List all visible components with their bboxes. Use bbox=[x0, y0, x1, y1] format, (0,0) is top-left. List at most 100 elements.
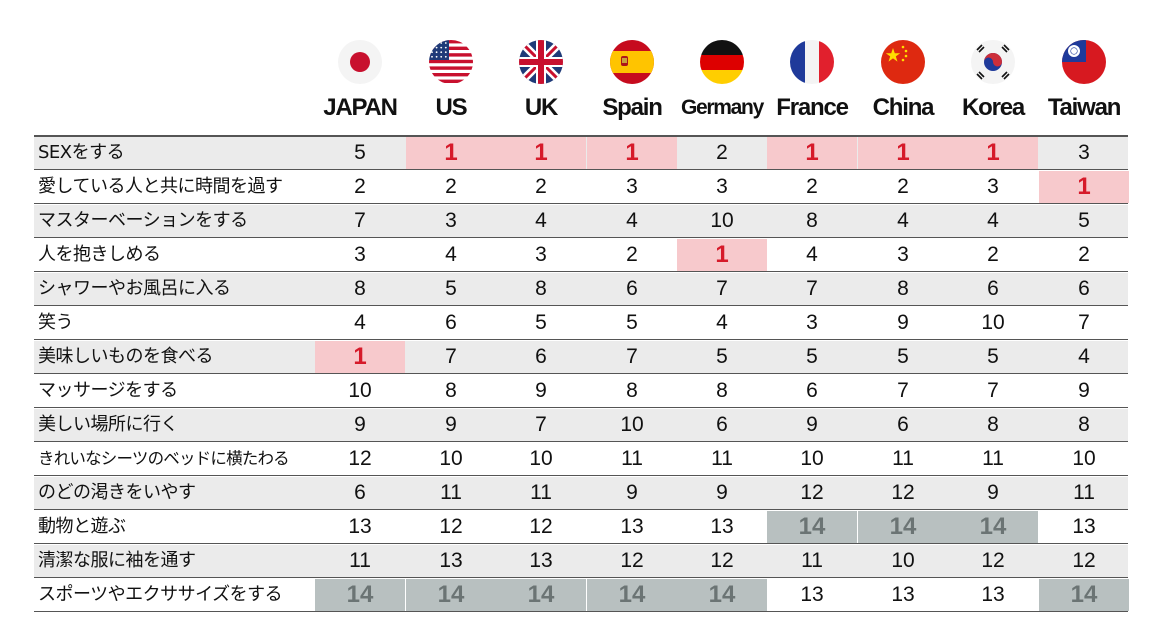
rank-cell: 8 bbox=[987, 413, 999, 436]
table-row: きれいなシーツのベッドに横たわる 12 10 10 11 11 10 11 11 10 bbox=[34, 443, 1128, 476]
rank-cell: 8 bbox=[535, 277, 547, 300]
rank-cell: 13 bbox=[1072, 515, 1096, 538]
china-flag-icon bbox=[881, 40, 925, 84]
rank-cell: 6 bbox=[987, 277, 999, 300]
rank-cell: 14 bbox=[767, 511, 857, 543]
row-label: のどの渇きをいやす bbox=[38, 482, 196, 503]
rank-cell: 7 bbox=[987, 379, 999, 402]
rank-cell: 2 bbox=[535, 175, 547, 198]
rank-cell: 12 bbox=[800, 481, 824, 504]
rank-cell: 3 bbox=[716, 175, 728, 198]
table-top-rule bbox=[34, 135, 1128, 137]
row-label: 人を抱きしめる bbox=[38, 244, 161, 265]
rank-cell: 4 bbox=[445, 243, 457, 266]
row-label: 美しい場所に行く bbox=[38, 414, 179, 435]
table-row: SEXをする 5 1 1 1 2 1 1 1 3 bbox=[34, 137, 1128, 170]
row-label: シャワーやお風呂に入る bbox=[38, 278, 231, 299]
rank-cell: 11 bbox=[892, 447, 914, 470]
rank-cell: 3 bbox=[987, 175, 999, 198]
rank-cell: 13 bbox=[800, 583, 824, 606]
table-row: シャワーやお風呂に入る 8 5 8 6 7 7 8 6 6 bbox=[34, 273, 1128, 306]
rank-cell: 2 bbox=[806, 175, 818, 198]
rank-cell: 11 bbox=[440, 481, 462, 504]
rank-cell: 7 bbox=[806, 277, 818, 300]
rank-cell: 4 bbox=[716, 311, 728, 334]
rank-cell: 2 bbox=[445, 175, 457, 198]
rank-cell: 4 bbox=[1078, 345, 1090, 368]
rank-cell: 5 bbox=[445, 277, 457, 300]
rank-cell: 1 bbox=[496, 137, 586, 169]
rank-cell: 9 bbox=[716, 481, 728, 504]
rank-cell: 9 bbox=[806, 413, 818, 436]
row-label: 愛している人と共に時間を過す bbox=[38, 176, 283, 197]
rank-cell: 3 bbox=[897, 243, 909, 266]
rank-cell: 11 bbox=[1073, 481, 1095, 504]
rank-cell: 12 bbox=[348, 447, 372, 470]
rank-cell: 11 bbox=[801, 549, 823, 572]
rank-cell: 2 bbox=[354, 175, 366, 198]
rank-cell: 3 bbox=[626, 175, 638, 198]
table-row: 人を抱きしめる 3 4 3 2 1 4 3 2 2 bbox=[34, 239, 1128, 272]
rank-cell: 11 bbox=[711, 447, 733, 470]
table-row: マスターベーションをする 7 3 4 4 10 8 4 4 5 bbox=[34, 205, 1128, 238]
rank-cell: 1 bbox=[1039, 171, 1129, 203]
rank-cell: 11 bbox=[982, 447, 1004, 470]
rank-cell: 2 bbox=[626, 243, 638, 266]
us-flag-icon bbox=[429, 40, 473, 84]
table-row: 笑う 4 6 5 5 4 3 9 10 7 bbox=[34, 307, 1128, 340]
row-label: 清潔な服に袖を通す bbox=[38, 550, 196, 571]
column-header: Korea bbox=[961, 94, 1025, 121]
rank-cell: 6 bbox=[626, 277, 638, 300]
rank-cell: 11 bbox=[530, 481, 552, 504]
column-header: France bbox=[776, 94, 849, 121]
rank-cell: 7 bbox=[354, 209, 366, 232]
rank-cell: 1 bbox=[315, 341, 405, 373]
germany-flag-icon bbox=[700, 40, 744, 84]
rank-cell: 5 bbox=[897, 345, 909, 368]
column-header: China bbox=[872, 94, 935, 121]
rank-cell: 5 bbox=[354, 141, 366, 164]
row-label: きれいなシーツのベッドに横たわる bbox=[38, 449, 290, 468]
rank-cell: 2 bbox=[897, 175, 909, 198]
rank-cell: 12 bbox=[439, 515, 463, 538]
rank-cell: 11 bbox=[349, 549, 371, 572]
rank-cell: 14 bbox=[587, 579, 677, 611]
rank-cell: 7 bbox=[897, 379, 909, 402]
rank-cell: 13 bbox=[981, 583, 1005, 606]
rank-cell: 4 bbox=[806, 243, 818, 266]
rank-cell: 14 bbox=[315, 579, 405, 611]
table-row: スポーツやエクササイズをする 14 14 14 14 14 13 13 13 14 bbox=[34, 579, 1129, 612]
rank-cell: 13 bbox=[439, 549, 463, 572]
rank-cell: 14 bbox=[406, 579, 496, 611]
row-label: 動物と遊ぶ bbox=[38, 516, 126, 537]
rank-cell: 2 bbox=[987, 243, 999, 266]
rank-cell: 3 bbox=[535, 243, 547, 266]
rank-cell: 1 bbox=[677, 239, 767, 271]
rank-cell: 8 bbox=[445, 379, 457, 402]
column-header: Germany bbox=[681, 96, 764, 119]
rank-cell: 6 bbox=[1078, 277, 1090, 300]
rank-cell: 12 bbox=[710, 549, 734, 572]
column-header: JAPAN bbox=[323, 94, 398, 121]
row-label: スポーツやエクササイズをする bbox=[38, 584, 283, 605]
rank-cell: 9 bbox=[897, 311, 909, 334]
rank-cell: 14 bbox=[496, 579, 586, 611]
rank-cell: 9 bbox=[1078, 379, 1090, 402]
table-row: 美味しいものを食べる 1 7 6 7 5 5 5 5 4 bbox=[34, 341, 1128, 374]
rank-cell: 10 bbox=[891, 549, 915, 572]
table-row: 愛している人と共に時間を過す 2 2 2 3 3 2 2 3 1 bbox=[34, 171, 1129, 204]
table-row: 美しい場所に行く 9 9 7 10 6 9 6 8 8 bbox=[34, 409, 1128, 442]
rank-cell: 3 bbox=[806, 311, 818, 334]
rank-cell: 7 bbox=[626, 345, 638, 368]
rank-cell: 6 bbox=[535, 345, 547, 368]
rank-cell: 12 bbox=[529, 515, 553, 538]
rank-cell: 13 bbox=[348, 515, 372, 538]
rank-cell: 3 bbox=[1078, 141, 1090, 164]
rank-cell: 4 bbox=[897, 209, 909, 232]
rank-cell: 10 bbox=[439, 447, 463, 470]
rank-cell: 9 bbox=[445, 413, 457, 436]
table-row: 清潔な服に袖を通す 11 13 13 12 12 11 10 12 12 bbox=[34, 545, 1128, 578]
rank-cell: 7 bbox=[1078, 311, 1090, 334]
taiwan-flag-icon bbox=[1062, 40, 1106, 84]
rank-cell: 8 bbox=[354, 277, 366, 300]
